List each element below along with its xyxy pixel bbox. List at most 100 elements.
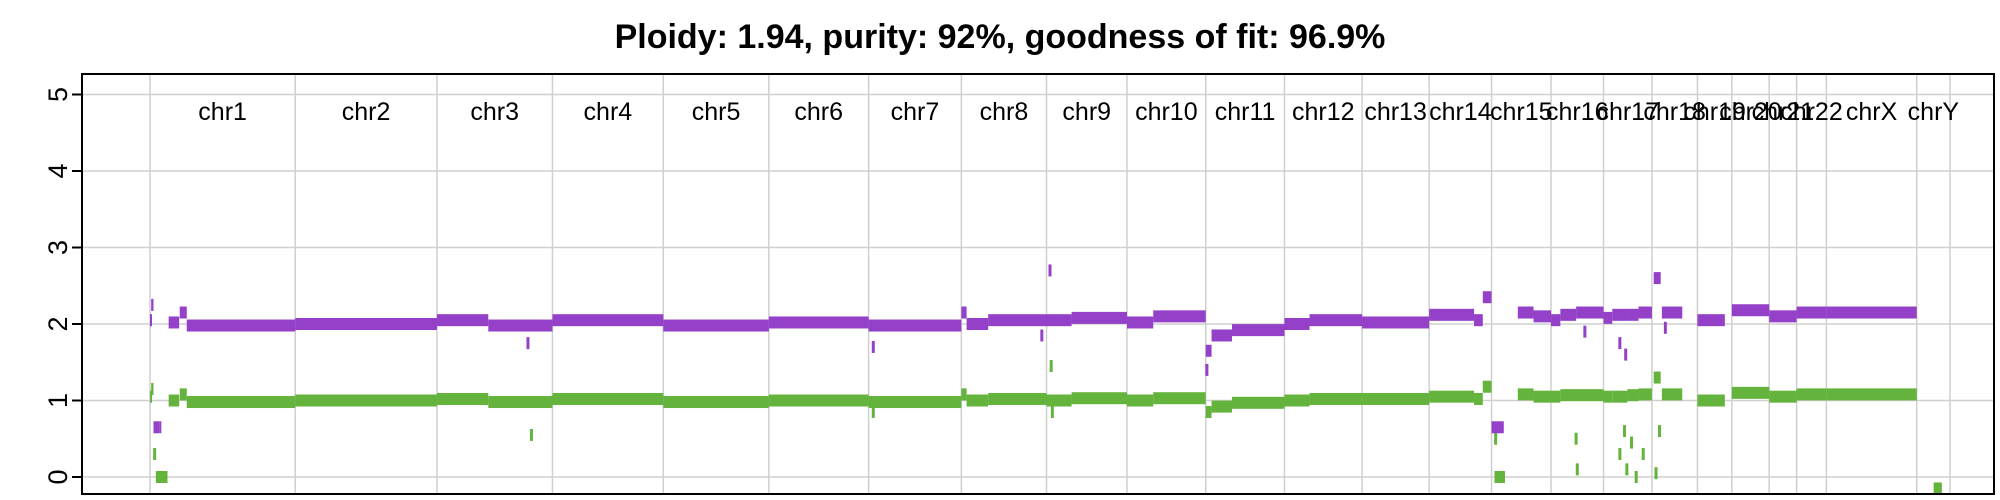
minor-outlier xyxy=(1494,432,1498,445)
minor-segment xyxy=(436,392,489,405)
major-segment xyxy=(1661,306,1683,319)
major-outlier xyxy=(1040,329,1044,342)
minor-segment xyxy=(1560,389,1604,402)
chromosome-label-chr7: chr7 xyxy=(891,98,940,126)
minor-outlier xyxy=(1575,463,1579,476)
major-segment xyxy=(1205,344,1212,357)
major-segment xyxy=(150,314,152,327)
major-segment xyxy=(961,306,967,319)
major-segment xyxy=(1551,314,1561,327)
chromosome-label-chr17: chr17 xyxy=(1596,98,1659,126)
minor-segment xyxy=(1826,388,1917,401)
major-segment xyxy=(153,421,160,434)
major-segment xyxy=(768,316,869,329)
chromosome-label-chr14: chr14 xyxy=(1429,98,1492,126)
minor-segment xyxy=(1517,388,1534,401)
minor-segment xyxy=(1551,390,1561,403)
grid-layer xyxy=(82,74,1994,494)
chromosome-label-chr13: chr13 xyxy=(1364,98,1427,126)
minor-segment xyxy=(988,392,1047,405)
major-segment xyxy=(151,298,154,311)
major-outlier xyxy=(1205,363,1209,376)
major-segment xyxy=(1211,329,1232,342)
minor-outlier xyxy=(1050,405,1054,418)
minor-outlier xyxy=(1625,463,1629,476)
major-segment xyxy=(1309,314,1363,327)
major-segment xyxy=(1491,421,1504,434)
chromosome-label-chr11: chr11 xyxy=(1215,98,1276,126)
y-tick-label: 4 xyxy=(43,163,73,178)
chromosome-label-chr3: chr3 xyxy=(470,98,519,126)
major-segment xyxy=(988,314,1047,327)
plot-frame xyxy=(81,73,1995,495)
minor-outlier xyxy=(1634,471,1638,483)
y-tick-label: 1 xyxy=(43,393,73,408)
major-segment xyxy=(295,318,437,330)
major-segment xyxy=(179,306,187,319)
major-segment xyxy=(1576,306,1604,319)
minor-segment xyxy=(1796,388,1827,401)
minor-segment xyxy=(868,396,962,409)
minor-segment xyxy=(1612,390,1628,403)
minor-outlier xyxy=(1623,425,1627,438)
minor-segment xyxy=(1474,392,1483,405)
y-tick-label: 3 xyxy=(43,240,73,255)
major-outlier xyxy=(1048,264,1052,277)
major-segment xyxy=(1429,308,1475,321)
minor-segment xyxy=(168,394,180,407)
minor-segment xyxy=(295,394,437,407)
major-segment xyxy=(1474,314,1483,327)
major-segment xyxy=(1046,314,1072,327)
minor-segment xyxy=(1661,388,1683,401)
minor-segment xyxy=(488,396,553,409)
minor-segment xyxy=(1309,392,1363,405)
chromosome-label-chrX: chrX xyxy=(1846,98,1898,126)
major-segment xyxy=(1153,310,1206,323)
major-outlier xyxy=(1663,321,1667,334)
major-segment xyxy=(663,319,769,332)
minor-outlier xyxy=(529,428,533,441)
chromosome-label-chr9: chr9 xyxy=(1062,98,1111,126)
major-segment xyxy=(868,319,962,332)
chromosome-label-chr4: chr4 xyxy=(584,98,633,126)
major-segment xyxy=(1482,291,1492,304)
y-axis: 0 1 2 3 4 5 xyxy=(43,87,82,485)
minor-segment xyxy=(1153,392,1206,405)
major-segment xyxy=(1627,308,1639,321)
minor-segment xyxy=(186,396,296,409)
minor-outlier xyxy=(1630,436,1634,449)
minor-segment xyxy=(663,396,769,409)
y-tick-label: 5 xyxy=(43,87,73,102)
y-tick-label: 2 xyxy=(43,316,73,331)
major-segment xyxy=(1284,318,1310,330)
minor-segment xyxy=(1126,394,1154,407)
major-segment xyxy=(1603,311,1613,324)
minor-segment xyxy=(1697,394,1725,407)
major-segment xyxy=(552,314,664,327)
minor-outlier xyxy=(1618,448,1622,461)
major-segment xyxy=(488,319,553,332)
minor-segment xyxy=(1205,405,1212,418)
minor-segment xyxy=(1731,386,1770,399)
minor-segment xyxy=(1429,390,1475,403)
chromosome-label-chr16: chr16 xyxy=(1546,98,1609,126)
chromosome-label-chr18: chr18 xyxy=(1643,98,1706,126)
major-segment xyxy=(1697,314,1725,327)
chromosome-label-chr15: chr15 xyxy=(1490,98,1553,126)
minor-segment xyxy=(1482,380,1492,393)
minor-segment xyxy=(151,383,154,396)
minor-outlier xyxy=(1641,448,1645,461)
major-segment xyxy=(1126,316,1154,329)
minor-segment xyxy=(1933,482,1942,495)
minor-outlier xyxy=(871,405,875,418)
minor-segment xyxy=(1046,394,1072,407)
major-segment xyxy=(159,421,162,434)
major-segment xyxy=(1071,311,1127,324)
chromosome-label-chr5: chr5 xyxy=(692,98,741,126)
major-outlier xyxy=(526,337,530,350)
minor-segment xyxy=(1603,390,1613,403)
minor-outlier xyxy=(1658,425,1662,438)
minor-segment xyxy=(961,388,967,401)
chromosome-label-chr19: chr19 xyxy=(1683,98,1746,126)
